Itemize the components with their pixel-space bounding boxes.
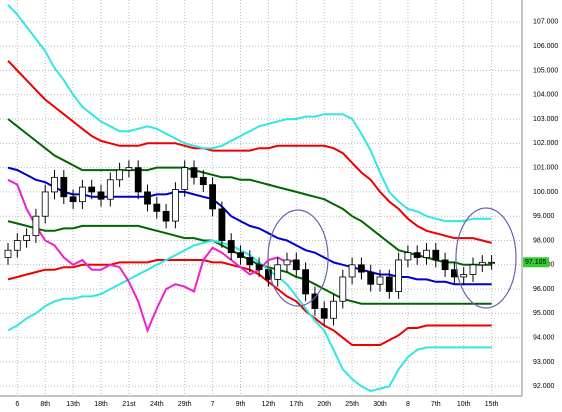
band-line xyxy=(7,166,492,286)
y-tick-label: 94.000 xyxy=(533,335,555,342)
candle-body xyxy=(385,276,393,292)
candle-body xyxy=(153,203,161,212)
candle-body xyxy=(423,249,430,258)
y-tick-label: 103.000 xyxy=(533,116,558,123)
candle-body xyxy=(23,235,31,241)
x-tick-label: 8th xyxy=(40,401,50,408)
highlight-ellipse xyxy=(267,209,329,307)
y-tick-label: 98.000 xyxy=(533,237,555,244)
y-tick-label: 105.000 xyxy=(533,67,558,74)
last-price-box xyxy=(523,257,549,268)
x-tick-label: 10th xyxy=(457,401,471,408)
highlight-ellipse xyxy=(455,207,517,309)
candle-body xyxy=(404,252,412,261)
candle-body xyxy=(292,259,300,271)
x-tick-label: 15th xyxy=(485,401,499,408)
x-tick-label: 20th xyxy=(317,401,331,408)
candles xyxy=(4,160,496,326)
x-tick-label: 30th xyxy=(373,401,387,408)
candle-body xyxy=(171,189,179,222)
candle-body xyxy=(88,186,96,193)
x-tick-label: 29th xyxy=(178,401,192,408)
candle-body xyxy=(237,252,244,258)
y-tick-label: 100.000 xyxy=(533,189,558,196)
candle-body xyxy=(339,276,347,302)
y-tick-label: 99.000 xyxy=(533,213,555,220)
candle-body xyxy=(106,179,114,200)
candle-body xyxy=(395,259,403,292)
candle-body xyxy=(134,167,142,193)
candle-body xyxy=(218,208,226,241)
candle-body xyxy=(162,210,170,222)
candle-body xyxy=(376,276,384,285)
candle-body xyxy=(246,257,254,266)
band-line xyxy=(7,60,492,244)
y-tick-label: 101.000 xyxy=(533,164,558,171)
candle-body xyxy=(274,264,282,280)
x-tick-label: 12th xyxy=(262,401,276,408)
x-tick-label: 24th xyxy=(150,401,164,408)
x-tick-label: 18th xyxy=(94,401,108,408)
y-tick-label: 96.000 xyxy=(533,286,555,293)
candle-body xyxy=(367,271,375,285)
candle-body xyxy=(330,300,337,319)
candle-body xyxy=(97,191,105,200)
last-price-label: 97.105 xyxy=(525,259,547,266)
y-tick-label: 107.000 xyxy=(533,19,558,26)
x-tick-label: 21st xyxy=(122,401,135,408)
labels: 92.00093.00094.00095.00096.00097.00098.0… xyxy=(15,19,558,408)
candle-body xyxy=(227,240,235,254)
x-tick-label: 17th xyxy=(289,401,303,408)
candle-body xyxy=(348,264,356,278)
candle-body xyxy=(432,249,440,261)
candle-body xyxy=(144,191,151,205)
x-tick-label: 8 xyxy=(406,401,410,408)
candle-body xyxy=(4,249,12,258)
candle-body xyxy=(41,191,49,217)
y-tick-label: 102.000 xyxy=(533,140,558,147)
x-tick-label: 6 xyxy=(15,401,19,408)
candle-body xyxy=(283,259,291,266)
candle-body xyxy=(69,196,77,203)
candle-body xyxy=(13,240,21,251)
candle-body xyxy=(60,176,68,198)
x-tick-label: 7 xyxy=(211,401,215,408)
candle-body xyxy=(441,259,449,271)
candle-body xyxy=(209,184,217,210)
y-tick-label: 92.000 xyxy=(533,383,555,390)
candle-body xyxy=(79,186,86,203)
candle-body xyxy=(51,176,58,193)
candle-body xyxy=(190,167,198,178)
candle-body xyxy=(488,261,496,264)
candle-body xyxy=(255,264,263,271)
band-line xyxy=(7,4,492,223)
candle-body xyxy=(199,176,207,186)
band-line xyxy=(7,178,297,334)
candle-body xyxy=(357,264,365,273)
candle-body xyxy=(181,167,189,190)
candle-body xyxy=(125,167,133,171)
candle-body xyxy=(116,169,123,181)
candle-body xyxy=(460,274,468,278)
x-tick-label: 13th xyxy=(66,401,80,408)
x-tick-label: 25th xyxy=(345,401,359,408)
candle-body xyxy=(413,252,421,258)
candle-body xyxy=(32,215,40,237)
y-tick-label: 95.000 xyxy=(533,310,555,317)
candle-body xyxy=(302,269,310,295)
y-tick-label: 104.000 xyxy=(533,92,558,99)
x-tick-label: 7th xyxy=(431,401,441,408)
y-tick-label: 93.000 xyxy=(533,359,555,366)
candle-body xyxy=(320,308,328,319)
x-tick-label: 9th xyxy=(236,401,246,408)
candle-body xyxy=(478,261,486,266)
candle-body xyxy=(469,264,477,275)
y-tick-label: 106.000 xyxy=(533,43,558,50)
